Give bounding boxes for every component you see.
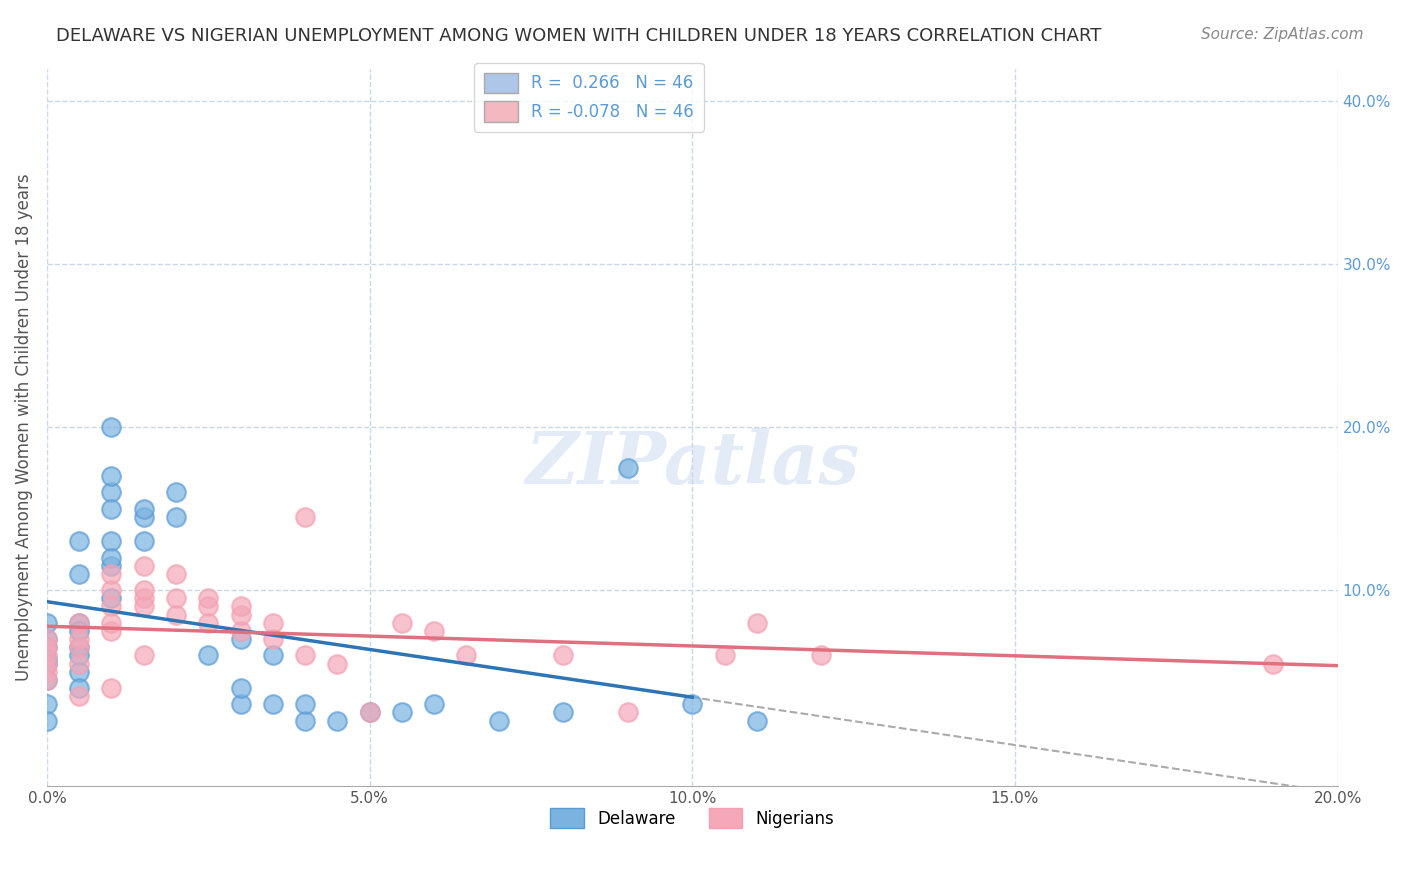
Point xyxy=(35,632,58,646)
Point xyxy=(197,591,219,606)
Point xyxy=(67,640,90,655)
Point xyxy=(67,681,90,695)
Point xyxy=(391,706,413,720)
Point xyxy=(294,648,316,663)
Text: DELAWARE VS NIGERIAN UNEMPLOYMENT AMONG WOMEN WITH CHILDREN UNDER 18 YEARS CORRE: DELAWARE VS NIGERIAN UNEMPLOYMENT AMONG … xyxy=(56,27,1102,45)
Point xyxy=(616,461,638,475)
Point xyxy=(294,509,316,524)
Point xyxy=(67,615,90,630)
Point xyxy=(165,607,187,622)
Y-axis label: Unemployment Among Women with Children Under 18 years: Unemployment Among Women with Children U… xyxy=(15,173,32,681)
Point xyxy=(294,698,316,712)
Legend: Delaware, Nigerians: Delaware, Nigerians xyxy=(544,801,841,835)
Point xyxy=(132,509,155,524)
Point xyxy=(35,648,58,663)
Point xyxy=(294,714,316,728)
Point xyxy=(165,591,187,606)
Point xyxy=(35,673,58,687)
Point xyxy=(67,665,90,679)
Point xyxy=(67,632,90,646)
Point xyxy=(35,698,58,712)
Point xyxy=(745,615,768,630)
Point xyxy=(100,485,122,500)
Point xyxy=(262,698,284,712)
Point xyxy=(681,698,703,712)
Point xyxy=(745,714,768,728)
Point xyxy=(132,534,155,549)
Point xyxy=(1261,657,1284,671)
Point xyxy=(132,648,155,663)
Point xyxy=(100,615,122,630)
Point xyxy=(165,566,187,581)
Point xyxy=(197,648,219,663)
Point xyxy=(100,624,122,638)
Point xyxy=(35,640,58,655)
Point xyxy=(100,558,122,573)
Point xyxy=(456,648,478,663)
Point xyxy=(229,698,252,712)
Point xyxy=(35,665,58,679)
Point xyxy=(100,591,122,606)
Point xyxy=(262,615,284,630)
Point xyxy=(165,509,187,524)
Point xyxy=(100,681,122,695)
Point xyxy=(713,648,735,663)
Point xyxy=(35,640,58,655)
Point xyxy=(67,689,90,703)
Point xyxy=(229,632,252,646)
Point xyxy=(359,706,381,720)
Point xyxy=(67,624,90,638)
Point xyxy=(423,698,446,712)
Point xyxy=(197,615,219,630)
Point xyxy=(616,706,638,720)
Point xyxy=(35,657,58,671)
Text: Source: ZipAtlas.com: Source: ZipAtlas.com xyxy=(1201,27,1364,42)
Point xyxy=(100,534,122,549)
Point xyxy=(229,681,252,695)
Point xyxy=(391,615,413,630)
Point xyxy=(100,501,122,516)
Point xyxy=(262,632,284,646)
Point xyxy=(262,648,284,663)
Point xyxy=(553,706,575,720)
Point xyxy=(67,566,90,581)
Point xyxy=(553,648,575,663)
Point xyxy=(100,599,122,614)
Point xyxy=(423,624,446,638)
Point xyxy=(488,714,510,728)
Point xyxy=(132,599,155,614)
Point xyxy=(132,591,155,606)
Point xyxy=(132,501,155,516)
Point xyxy=(229,607,252,622)
Point xyxy=(165,485,187,500)
Point xyxy=(35,714,58,728)
Point xyxy=(100,566,122,581)
Point xyxy=(359,706,381,720)
Point xyxy=(67,640,90,655)
Point xyxy=(35,632,58,646)
Point xyxy=(229,624,252,638)
Point xyxy=(67,648,90,663)
Point xyxy=(100,550,122,565)
Point xyxy=(197,599,219,614)
Point xyxy=(100,420,122,434)
Point xyxy=(100,583,122,598)
Point xyxy=(810,648,832,663)
Point xyxy=(132,558,155,573)
Point xyxy=(229,599,252,614)
Point xyxy=(67,657,90,671)
Point xyxy=(132,583,155,598)
Point xyxy=(35,673,58,687)
Point xyxy=(100,469,122,483)
Point xyxy=(35,615,58,630)
Point xyxy=(35,651,58,665)
Point xyxy=(67,534,90,549)
Point xyxy=(326,714,349,728)
Point xyxy=(67,615,90,630)
Point xyxy=(326,657,349,671)
Text: ZIPatlas: ZIPatlas xyxy=(526,427,859,499)
Point xyxy=(35,657,58,671)
